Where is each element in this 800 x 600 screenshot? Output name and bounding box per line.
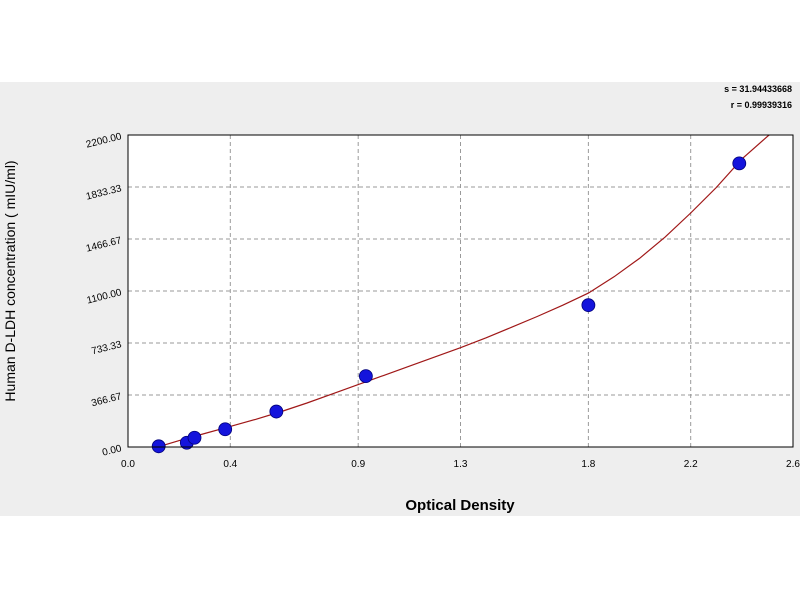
x-tick-label: 2.2 — [684, 459, 698, 470]
fit-stat-s: s = 31.94433668 — [724, 84, 792, 94]
y-axis-title: Human D-LDH concentration ( mIU/ml) — [2, 160, 18, 401]
y-tick-label: 733.33 — [90, 339, 123, 357]
plot-frame — [127, 134, 794, 448]
x-tick-label: 0.4 — [223, 459, 237, 470]
data-points-layer — [151, 156, 747, 454]
data-point — [358, 369, 373, 383]
x-tick-label: 1.8 — [581, 459, 595, 470]
y-tick-label: 1466.67 — [85, 235, 123, 255]
fit-stat-r: r = 0.99939316 — [731, 100, 792, 110]
x-tick-label: 1.3 — [454, 459, 468, 470]
data-point — [269, 404, 284, 419]
y-tick-label: 1833.33 — [85, 183, 123, 203]
fit-curve — [158, 135, 771, 447]
x-tick-labels: 0.0 0.4 0.9 1.3 1.8 2.2 2.6 — [121, 459, 800, 470]
y-tick-labels: 0.00 366.67 733.33 1100.00 1466.67 1833.33 220… — [85, 131, 123, 458]
y-tick-label: 366.67 — [90, 391, 123, 409]
x-tick-label: 0.9 — [351, 459, 365, 470]
data-point — [732, 156, 747, 171]
grid — [128, 135, 793, 447]
data-point — [218, 422, 233, 437]
data-point — [187, 430, 202, 445]
data-point — [151, 439, 166, 454]
chart-svg: 0.0 0.4 0.9 1.3 1.8 2.2 2.6 0.00 366.67 733.33 11… — [2, 84, 800, 514]
data-point — [581, 298, 596, 313]
x-tick-label: 0.0 — [121, 459, 135, 470]
x-axis-title: Optical Density — [405, 497, 515, 514]
y-tick-label: 1100.00 — [86, 287, 123, 306]
fit-curve-layer — [158, 135, 771, 447]
chart-panel: 0.0 0.4 0.9 1.3 1.8 2.2 2.6 0.00 366.67 733.33 11… — [0, 82, 800, 516]
x-tick-label: 2.6 — [786, 459, 800, 470]
y-tick-label: 0.00 — [101, 443, 123, 458]
y-tick-label: 2200.00 — [85, 131, 123, 151]
